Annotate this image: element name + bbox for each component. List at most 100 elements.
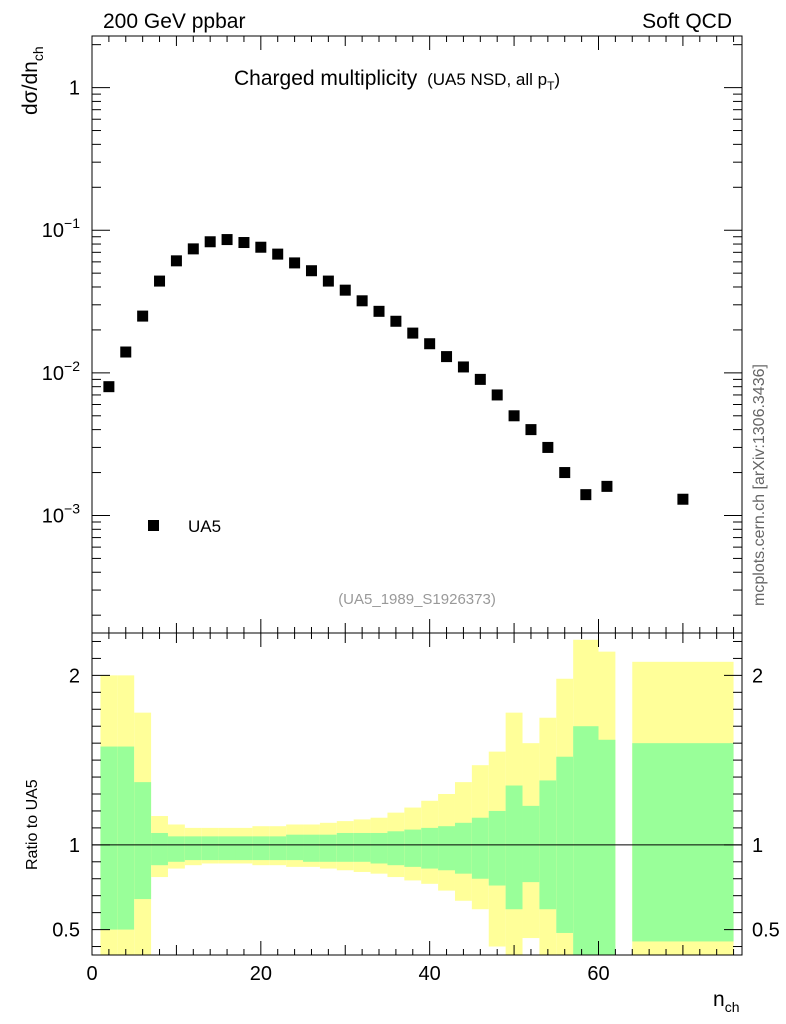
chart-subtitle-sub: T [547,79,555,93]
ratio-y-tick-label-left: 1 [69,835,80,857]
ratio-inner-band-bin [269,836,287,861]
ratio-y-tick-label-right: 1 [752,835,763,857]
data-point [491,389,503,401]
main-y-axis-label: dσ/dnch [19,46,46,115]
ratio-inner-band-bin [522,805,540,883]
legend-label: UA5 [188,517,221,536]
data-point [238,237,250,249]
ratio-inner-band-bin [100,746,118,930]
ratio-inner-band-bin [454,822,472,874]
ratio-inner-band-bin [184,836,202,861]
y-tick-label: 10−1 [42,215,80,242]
data-point [221,234,233,246]
ratio-inner-band-bin [598,739,616,955]
analysis-id: (UA5_1989_S1926373) [338,591,496,608]
data-point [580,489,592,501]
ratio-inner-band-bin [151,832,168,866]
ratio-inner-band-bin [387,831,405,866]
data-point [255,241,267,253]
energy-label: 200 GeV ppbar [103,10,245,33]
data-point [120,346,132,358]
ratio-inner-band-bin [370,832,388,864]
ratio-inner-band-bin [117,746,135,930]
y-tick-label-base: 10 [42,220,64,242]
ratio-inner-band-bin [505,785,523,910]
y-tick-label-base: 10 [42,363,64,385]
data-point [103,381,115,393]
data-point [390,315,402,327]
ratio-y-tick-label-right: 2 [752,665,763,687]
y-tick-label-base: 10 [42,505,64,527]
data-point [457,361,469,373]
chart-title: Charged multiplicity (UA5 NSD, all pT) [234,67,560,93]
x-axis-label-sub: ch [725,999,740,1015]
ratio-inner-band-bin [134,782,152,900]
data-point [559,467,571,479]
y-tick-label-exp: −3 [64,500,80,516]
data-point [525,424,537,436]
y-tick-label: 1 [69,78,80,100]
data-point [305,265,317,277]
ratio-y-tick-label-left: 0.5 [52,920,80,942]
ratio-inner-band-bin [336,832,354,862]
ratio-inner-band-bin [421,827,439,869]
data-point [289,257,301,269]
data-point [322,275,334,287]
data-point [407,327,419,339]
ratio-bands [100,639,734,955]
data-point [373,305,385,317]
x-tick-label: 60 [587,963,609,985]
chart-title-main: Charged multiplicity [234,67,418,90]
x-tick-label: 0 [86,963,97,985]
data-point [204,236,216,248]
ratio-inner-band-bin [252,836,270,861]
ratio-inner-band-bin [319,834,337,862]
data-point [154,275,166,287]
data-point [272,248,284,260]
plot-frames [91,35,743,956]
ratio-inner-band-bin [632,743,734,942]
x-axis-label: nch [713,988,739,1015]
data-point [677,493,689,505]
x-axis-label-text: n [713,988,725,1011]
data-point [187,243,199,255]
data-point [601,480,613,492]
side-label: mcplots.cern.ch [arXiv:1306.3436] [751,364,768,606]
ratio-plot-frame [91,632,743,956]
ratio-inner-band-bin [201,836,219,861]
ratio-inner-band-bin [303,834,320,862]
y-tick-label: 10−2 [42,358,80,385]
x-tick-label: 40 [419,963,441,985]
data-point [474,373,486,385]
ratio-inner-band-bin [167,836,185,862]
data-point [339,284,351,296]
y-tick-label-exp: −1 [64,215,80,231]
ratio-inner-band-bin [573,726,599,955]
chart-subtitle-end: ) [554,70,560,89]
data-point [356,295,368,307]
ratio-inner-band-bin [404,829,422,867]
main-y-axis-label-sub: ch [30,46,46,61]
legend-marker [148,520,159,531]
ratio-inner-band-bin [471,817,489,879]
data-point [542,441,554,453]
ratio-inner-band-bin [286,834,304,861]
data-point [170,255,182,267]
ratio-y-tick-label-left: 2 [69,665,80,687]
x-tick-label: 20 [250,963,272,985]
y-tick-label-exp: −2 [64,358,80,374]
data-point [137,310,149,322]
y-tick-label: 10−3 [42,500,80,527]
ratio-y-axis-label: Ratio to UA5 [24,779,41,870]
data-point [424,338,436,350]
process-label: Soft QCD [642,10,732,33]
ratio-inner-band-bin [218,836,236,861]
ratio-inner-band-bin [353,832,371,862]
data-point [508,410,520,422]
data-markers [103,234,689,505]
data-point [441,351,453,363]
ratio-y-tick-label-right: 0.5 [752,920,780,942]
main-y-axis-label-text: dσ/dn [19,61,42,115]
